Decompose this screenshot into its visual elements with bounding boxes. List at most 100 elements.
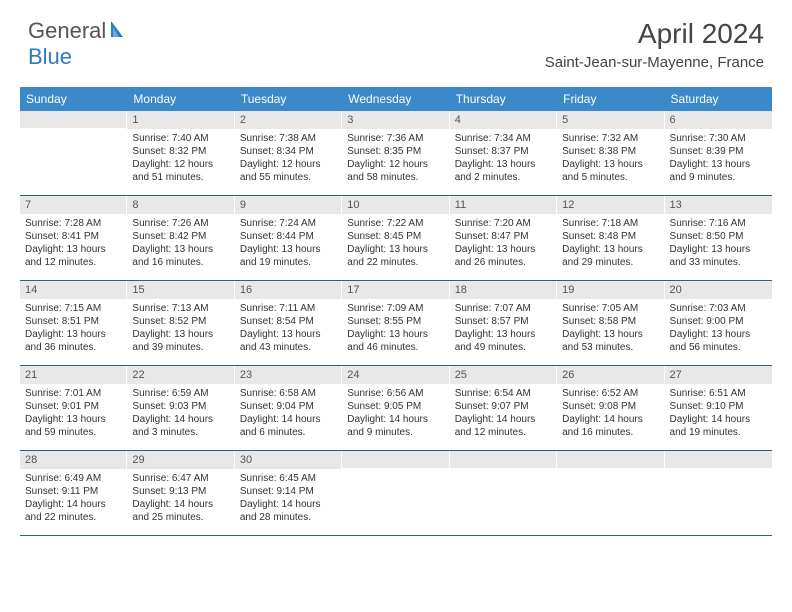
calendar-grid: Sunday Monday Tuesday Wednesday Thursday… <box>20 87 772 536</box>
day-info-line: Sunset: 9:13 PM <box>132 485 229 498</box>
day-number: 22 <box>127 366 234 384</box>
day-info-line: Sunrise: 7:32 AM <box>562 132 659 145</box>
day-body: Sunrise: 7:34 AMSunset: 8:37 PMDaylight:… <box>450 129 557 189</box>
day-info-line: Sunrise: 7:26 AM <box>132 217 229 230</box>
day-body: Sunrise: 6:56 AMSunset: 9:05 PMDaylight:… <box>342 384 449 444</box>
day-info-line: Sunset: 8:38 PM <box>562 145 659 158</box>
day-cell: 19Sunrise: 7:05 AMSunset: 8:58 PMDayligh… <box>557 281 664 365</box>
week-row: 21Sunrise: 7:01 AMSunset: 9:01 PMDayligh… <box>20 366 772 451</box>
title-block: April 2024 Saint-Jean-sur-Mayenne, Franc… <box>545 18 764 71</box>
day-info-line: and 29 minutes. <box>562 256 659 269</box>
day-info-line: Sunrise: 7:03 AM <box>670 302 767 315</box>
weeks-container: 1Sunrise: 7:40 AMSunset: 8:32 PMDaylight… <box>20 111 772 536</box>
dow-monday: Monday <box>127 87 234 111</box>
day-info-line: Sunset: 9:00 PM <box>670 315 767 328</box>
day-info-line: Sunset: 8:54 PM <box>240 315 337 328</box>
day-info-line: and 3 minutes. <box>132 426 229 439</box>
day-info-line: Daylight: 13 hours <box>347 328 444 341</box>
day-number <box>20 111 127 128</box>
day-info-line: Sunrise: 7:30 AM <box>670 132 767 145</box>
day-number <box>557 451 664 468</box>
day-info-line: Sunset: 8:50 PM <box>670 230 767 243</box>
day-info-line: Sunrise: 7:07 AM <box>455 302 552 315</box>
day-cell: 27Sunrise: 6:51 AMSunset: 9:10 PMDayligh… <box>665 366 772 450</box>
day-info-line: Sunset: 9:07 PM <box>455 400 552 413</box>
day-info-line: Sunrise: 7:11 AM <box>240 302 337 315</box>
day-info-line: and 39 minutes. <box>132 341 229 354</box>
day-body: Sunrise: 7:16 AMSunset: 8:50 PMDaylight:… <box>665 214 772 274</box>
day-cell: 16Sunrise: 7:11 AMSunset: 8:54 PMDayligh… <box>235 281 342 365</box>
day-info-line: Sunset: 8:34 PM <box>240 145 337 158</box>
day-body: Sunrise: 6:49 AMSunset: 9:11 PMDaylight:… <box>20 469 127 529</box>
day-info-line: and 6 minutes. <box>240 426 337 439</box>
day-info-line: Sunrise: 7:16 AM <box>670 217 767 230</box>
day-info-line: Sunrise: 7:34 AM <box>455 132 552 145</box>
day-number: 9 <box>235 196 342 214</box>
day-body: Sunrise: 6:54 AMSunset: 9:07 PMDaylight:… <box>450 384 557 444</box>
page-title: April 2024 <box>545 18 764 50</box>
day-info-line: Daylight: 13 hours <box>347 243 444 256</box>
day-number: 7 <box>20 196 127 214</box>
day-body: Sunrise: 6:59 AMSunset: 9:03 PMDaylight:… <box>127 384 234 444</box>
day-info-line: Sunrise: 7:40 AM <box>132 132 229 145</box>
day-info-line: Sunrise: 7:22 AM <box>347 217 444 230</box>
day-number: 2 <box>235 111 342 129</box>
day-body: Sunrise: 7:03 AMSunset: 9:00 PMDaylight:… <box>665 299 772 359</box>
day-body <box>342 468 449 476</box>
day-body: Sunrise: 6:47 AMSunset: 9:13 PMDaylight:… <box>127 469 234 529</box>
day-cell <box>342 451 449 535</box>
day-info-line: Daylight: 12 hours <box>347 158 444 171</box>
day-body: Sunrise: 7:01 AMSunset: 9:01 PMDaylight:… <box>20 384 127 444</box>
day-info-line: and 19 minutes. <box>240 256 337 269</box>
day-info-line: Sunset: 8:55 PM <box>347 315 444 328</box>
day-cell: 2Sunrise: 7:38 AMSunset: 8:34 PMDaylight… <box>235 111 342 195</box>
day-info-line: Daylight: 13 hours <box>132 243 229 256</box>
day-cell <box>450 451 557 535</box>
day-info-line: Sunrise: 6:56 AM <box>347 387 444 400</box>
logo-text-general: General <box>28 18 106 44</box>
day-info-line: Daylight: 13 hours <box>670 158 767 171</box>
day-info-line: and 22 minutes. <box>347 256 444 269</box>
day-cell: 10Sunrise: 7:22 AMSunset: 8:45 PMDayligh… <box>342 196 449 280</box>
day-info-line: Sunset: 8:57 PM <box>455 315 552 328</box>
dow-friday: Friday <box>557 87 664 111</box>
day-info-line: Sunrise: 7:20 AM <box>455 217 552 230</box>
day-info-line: Sunrise: 7:15 AM <box>25 302 122 315</box>
day-info-line: Sunset: 8:44 PM <box>240 230 337 243</box>
day-body: Sunrise: 7:09 AMSunset: 8:55 PMDaylight:… <box>342 299 449 359</box>
day-info-line: Sunrise: 6:52 AM <box>562 387 659 400</box>
day-number: 26 <box>557 366 664 384</box>
day-info-line: Daylight: 14 hours <box>132 498 229 511</box>
day-body: Sunrise: 7:30 AMSunset: 8:39 PMDaylight:… <box>665 129 772 189</box>
day-cell: 20Sunrise: 7:03 AMSunset: 9:00 PMDayligh… <box>665 281 772 365</box>
day-number: 27 <box>665 366 772 384</box>
day-info-line: Sunset: 9:08 PM <box>562 400 659 413</box>
day-info-line: and 9 minutes. <box>347 426 444 439</box>
day-info-line: Sunrise: 6:49 AM <box>25 472 122 485</box>
day-info-line: Sunrise: 6:47 AM <box>132 472 229 485</box>
day-info-line: Daylight: 14 hours <box>25 498 122 511</box>
day-body: Sunrise: 6:52 AMSunset: 9:08 PMDaylight:… <box>557 384 664 444</box>
day-number: 4 <box>450 111 557 129</box>
week-row: 7Sunrise: 7:28 AMSunset: 8:41 PMDaylight… <box>20 196 772 281</box>
day-cell: 13Sunrise: 7:16 AMSunset: 8:50 PMDayligh… <box>665 196 772 280</box>
day-info-line: Sunset: 8:45 PM <box>347 230 444 243</box>
day-info-line: Sunrise: 7:09 AM <box>347 302 444 315</box>
day-info-line: Daylight: 13 hours <box>132 328 229 341</box>
day-cell: 26Sunrise: 6:52 AMSunset: 9:08 PMDayligh… <box>557 366 664 450</box>
day-number: 20 <box>665 281 772 299</box>
day-info-line: Daylight: 13 hours <box>240 243 337 256</box>
day-cell: 14Sunrise: 7:15 AMSunset: 8:51 PMDayligh… <box>20 281 127 365</box>
day-cell: 23Sunrise: 6:58 AMSunset: 9:04 PMDayligh… <box>235 366 342 450</box>
day-cell <box>20 111 127 195</box>
day-number: 29 <box>127 451 234 469</box>
day-info-line: Daylight: 13 hours <box>562 328 659 341</box>
day-number: 19 <box>557 281 664 299</box>
day-cell: 7Sunrise: 7:28 AMSunset: 8:41 PMDaylight… <box>20 196 127 280</box>
day-info-line: Daylight: 13 hours <box>455 158 552 171</box>
day-number: 6 <box>665 111 772 129</box>
day-info-line: Sunset: 8:35 PM <box>347 145 444 158</box>
day-number: 5 <box>557 111 664 129</box>
day-info-line: Daylight: 13 hours <box>562 243 659 256</box>
day-cell: 3Sunrise: 7:36 AMSunset: 8:35 PMDaylight… <box>342 111 449 195</box>
